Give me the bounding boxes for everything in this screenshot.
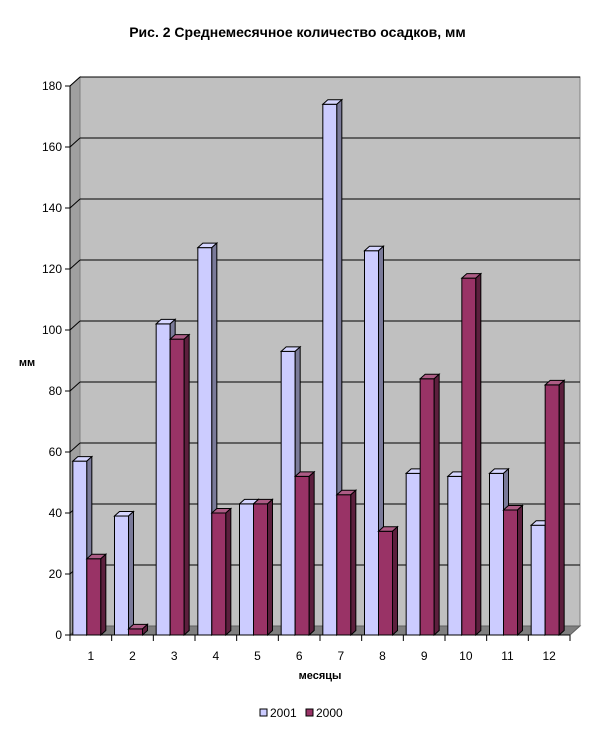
bar-side-2001: [128, 510, 134, 637]
y-tick-label: 180: [42, 79, 62, 93]
bar-2000: [211, 512, 227, 636]
y-tick-label: 60: [49, 445, 63, 459]
bar-2001: [72, 460, 88, 636]
x-tick-label: 11: [501, 649, 514, 663]
bar-2000: [253, 503, 268, 636]
y-tick-label: 20: [49, 567, 63, 581]
chart-title: Рис. 2 Среднемесячное количество осадков…: [129, 24, 466, 40]
bar-2001: [155, 323, 171, 636]
legend-entry: 2001: [270, 706, 297, 720]
bar-2000: [86, 558, 102, 636]
y-axis-title: мм: [19, 357, 35, 369]
bar-side-2000: [433, 373, 440, 637]
bar-side-2000: [142, 623, 148, 637]
gridline-side: [69, 137, 81, 148]
y-tick-label: 80: [49, 384, 63, 398]
bar-2000: [294, 475, 310, 636]
legend-swatch: [259, 708, 268, 717]
y-tick-label: 100: [42, 323, 62, 337]
bar-side-2000: [558, 379, 565, 637]
bar-2001: [322, 103, 338, 636]
bar-side-2000: [225, 507, 232, 637]
bar-2001: [280, 350, 296, 636]
bar-2000: [419, 378, 435, 636]
x-tick-label: 9: [421, 649, 428, 663]
bar-side-2000: [350, 489, 357, 637]
x-tick-label: 12: [542, 649, 556, 663]
bar-2000: [544, 384, 560, 636]
bar-2001: [114, 515, 129, 636]
bar-2001: [197, 247, 213, 636]
y-tick-label: 140: [42, 201, 62, 215]
bar-side-2000: [308, 470, 315, 637]
gridline-side: [69, 259, 81, 270]
y-tick-label: 160: [42, 140, 62, 154]
x-tick-label: 7: [337, 649, 344, 663]
gridline-side: [69, 442, 81, 453]
x-tick-label: 8: [379, 649, 386, 663]
x-tick-label: 5: [254, 649, 261, 663]
bar-side-2000: [183, 333, 190, 637]
bar-2000: [128, 628, 143, 636]
gridline-side: [69, 381, 81, 392]
bar-2000: [169, 338, 185, 636]
x-tick-label: 10: [459, 649, 473, 663]
bar-2001: [530, 524, 546, 636]
x-tick-label: 6: [296, 649, 303, 663]
y-tick-label: 120: [42, 262, 62, 276]
bar-2001: [405, 472, 421, 636]
bar-2000: [461, 277, 477, 636]
bar-side-2000: [517, 504, 523, 637]
bar-side-2000: [475, 272, 482, 637]
y-tick-label: 40: [49, 506, 63, 520]
x-tick-label: 1: [87, 649, 94, 663]
x-tick-label: 4: [212, 649, 219, 663]
bar-2001: [489, 472, 504, 636]
bar-side-2000: [267, 498, 273, 637]
legend-swatch: [305, 708, 314, 717]
bar-2001: [447, 475, 463, 636]
bar-2000: [336, 494, 352, 636]
gridline-side: [69, 76, 81, 87]
x-tick-label: 3: [171, 649, 178, 663]
bar-2000: [378, 530, 393, 636]
x-axis-title: месяцы: [299, 670, 342, 682]
bar-side-2000: [392, 525, 398, 637]
x-tick-label: 2: [129, 649, 136, 663]
gridline-side: [69, 198, 81, 209]
y-tick-label: 0: [55, 628, 62, 642]
gridline-side: [69, 320, 81, 331]
bar-2001: [239, 503, 254, 636]
bar-2001: [364, 250, 379, 636]
bar-2000: [503, 509, 518, 636]
bar-side-2000: [100, 553, 107, 637]
legend-entry: 2000: [316, 706, 343, 720]
